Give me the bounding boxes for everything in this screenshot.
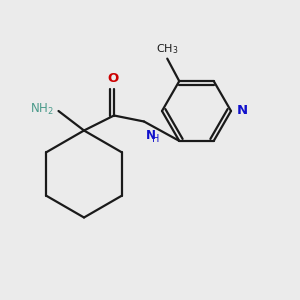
Text: O: O <box>107 72 118 85</box>
Text: N: N <box>236 104 247 118</box>
Text: CH$_3$: CH$_3$ <box>156 42 178 56</box>
Text: H: H <box>152 134 160 143</box>
Text: NH$_2$: NH$_2$ <box>30 102 54 117</box>
Text: N: N <box>146 129 155 142</box>
